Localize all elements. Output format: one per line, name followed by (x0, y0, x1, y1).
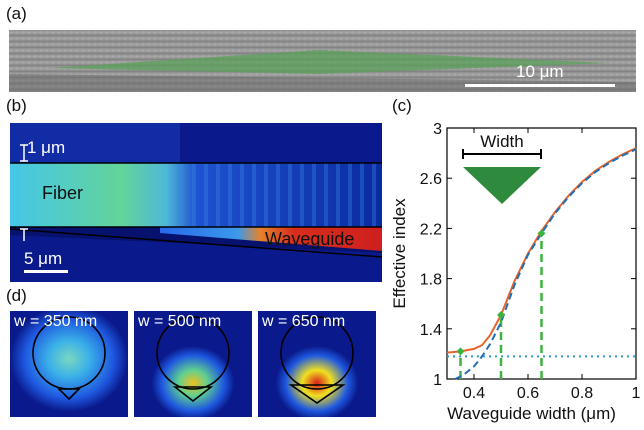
mode-profile-2 (134, 311, 252, 417)
data-marker (497, 310, 505, 319)
gap-marker (20, 228, 28, 241)
field-propagation-map (10, 123, 382, 282)
x-axis-label: Waveguide width (μm) (447, 404, 616, 423)
effective-index-chart: 0.4 0.6 0.8 1 1 1.4 1.8 2.2 2.6 3 Waveguide width … (390, 121, 640, 423)
y-tick-label: 3 (433, 121, 442, 138)
y-axis-label: Effective index (390, 198, 409, 309)
mode-profile-1 (10, 311, 128, 417)
height-scale-label: 1 μm (27, 138, 66, 157)
scale-bar-a-label: 10 μm (516, 62, 564, 81)
y-tick-label: 2.2 (420, 221, 442, 238)
scale-bar-b (24, 270, 68, 273)
height-scale-marker (20, 144, 28, 162)
fiber-label: Fiber (42, 183, 84, 203)
x-tick-label: 0.6 (517, 385, 539, 402)
data-marker (537, 229, 546, 238)
mode-profile-3 (258, 311, 376, 417)
panel-d-label: (d) (6, 286, 27, 305)
inset-width-label: Width (480, 132, 523, 151)
y-tick-label: 2.6 (420, 171, 442, 188)
data-marker (456, 347, 465, 356)
sem-image (9, 30, 636, 92)
series-solid (446, 147, 637, 354)
y-tick-label: 1.4 (420, 322, 442, 339)
inset-triangle (463, 167, 541, 204)
plot-frame (446, 127, 637, 380)
series-dashed (454, 148, 637, 380)
scale-bar-a (465, 84, 615, 87)
panel-a-label: (a) (6, 4, 27, 23)
x-tick-label: 1 (632, 385, 640, 402)
waveguide-label: Waveguide (265, 229, 355, 249)
x-tick-label: 0.4 (463, 385, 485, 402)
mode-label-2: w = 500 nm (138, 313, 222, 330)
x-tick-label: 0.8 (571, 385, 593, 402)
panel-b-label: (b) (6, 96, 27, 115)
mode-label-3: w = 650 nm (262, 313, 346, 330)
y-tick-label: 1.8 (420, 272, 442, 289)
mode-label-1: w = 350 nm (14, 313, 98, 330)
waveguide-taper-highlight (49, 50, 609, 74)
scale-bar-b-label: 5 μm (24, 249, 63, 268)
y-tick-label: 1 (433, 372, 442, 389)
panel-c-label: (c) (392, 96, 412, 115)
